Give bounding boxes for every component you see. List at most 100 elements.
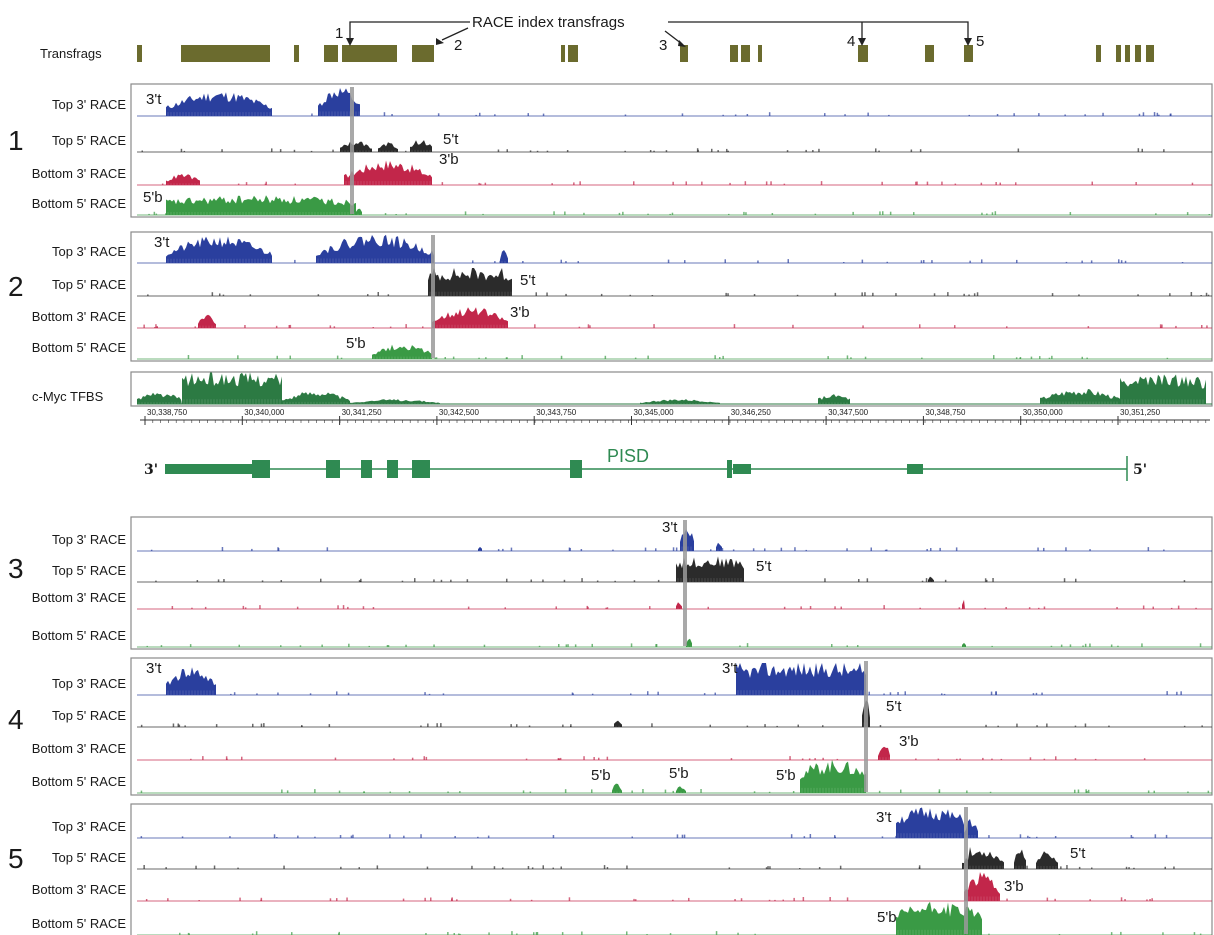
- axis-tick-label: 30,341,250: [342, 408, 383, 417]
- noise-tick: [614, 580, 616, 582]
- noise-tick: [995, 182, 997, 185]
- noise-tick: [376, 865, 379, 869]
- noise-tick: [647, 213, 649, 215]
- noise-tick: [737, 932, 739, 935]
- noise-tick: [631, 790, 633, 793]
- noise-tick: [995, 691, 997, 695]
- noise-tick: [538, 645, 541, 647]
- noise-tick: [744, 181, 747, 185]
- noise-tick: [879, 725, 882, 727]
- noise-tick: [1125, 866, 1128, 869]
- noise-tick: [752, 548, 755, 551]
- noise-tick: [141, 150, 143, 152]
- peak-annotation: 3't: [662, 519, 678, 536]
- noise-tick: [211, 292, 214, 296]
- transfrag-row: [137, 45, 1154, 62]
- noise-tick: [506, 149, 508, 152]
- signal-peak: [166, 667, 216, 695]
- noise-tick: [897, 692, 899, 695]
- noise-tick: [425, 756, 428, 760]
- noise-tick: [994, 211, 997, 215]
- noise-tick: [367, 294, 369, 296]
- noise-tick: [564, 789, 567, 793]
- noise-tick: [1089, 549, 1091, 551]
- noise-tick: [1166, 691, 1168, 695]
- noise-tick: [263, 723, 265, 727]
- noise-tick: [1036, 836, 1038, 838]
- transfrag-pointers: [346, 21, 972, 47]
- noise-tick: [715, 931, 718, 935]
- noise-tick: [793, 897, 795, 901]
- noise-tick: [776, 725, 778, 727]
- noise-tick: [426, 866, 429, 869]
- noise-tick: [1090, 260, 1093, 263]
- track-label-top5: Top 5' RACE: [52, 850, 126, 865]
- signal-peak: [928, 576, 934, 582]
- noise-tick: [1089, 899, 1091, 901]
- noise-tick: [868, 691, 870, 695]
- noise-tick: [642, 789, 644, 793]
- gene-exon: [326, 460, 340, 478]
- noise-tick: [647, 691, 649, 695]
- noise-tick: [230, 693, 232, 695]
- noise-tick: [155, 213, 158, 215]
- noise-tick: [1118, 259, 1120, 263]
- noise-tick: [277, 548, 280, 551]
- noise-tick: [233, 692, 236, 695]
- noise-tick: [870, 547, 872, 551]
- noise-tick: [753, 791, 756, 793]
- noise-tick: [672, 547, 675, 551]
- noise-tick: [634, 357, 637, 359]
- pointer-label-4: 4: [847, 33, 855, 50]
- noise-tick: [1132, 836, 1134, 838]
- noise-tick: [387, 294, 390, 296]
- track-label-bottom5: Bottom 5' RACE: [32, 196, 127, 211]
- noise-tick: [347, 606, 349, 609]
- noise-tick: [165, 867, 167, 869]
- noise-tick: [1069, 212, 1072, 215]
- noise-tick: [1060, 644, 1063, 647]
- noise-tick: [368, 645, 370, 647]
- noise-tick: [933, 293, 936, 296]
- transfrag-block: [858, 45, 868, 62]
- noise-tick: [797, 724, 799, 727]
- noise-tick: [408, 791, 411, 793]
- noise-tick: [600, 293, 603, 296]
- noise-tick: [177, 723, 179, 727]
- arrowhead-2: [436, 38, 444, 45]
- panel-4: Top 3' RACE Top 5' RACE Bottom 3' RACE Bott…: [8, 657, 1213, 796]
- noise-tick: [820, 181, 823, 185]
- noise-tick: [553, 211, 555, 215]
- noise-tick: [875, 148, 877, 152]
- noise-tick: [809, 834, 812, 838]
- signal-peak: [198, 314, 216, 328]
- peak-annotation: 3't: [146, 91, 162, 108]
- noise-tick: [386, 645, 389, 647]
- noise-tick: [276, 355, 278, 359]
- noise-tick: [293, 149, 296, 152]
- noise-tick: [1143, 758, 1146, 760]
- noise-tick: [864, 292, 866, 296]
- noise-tick: [346, 897, 348, 901]
- noise-tick: [630, 643, 633, 647]
- noise-tick: [153, 211, 156, 215]
- noise-tick: [780, 547, 783, 551]
- noise-tick: [221, 149, 223, 152]
- noise-tick: [450, 579, 452, 582]
- noise-tick: [1124, 260, 1127, 263]
- signal-peak: [962, 599, 965, 609]
- noise-tick: [1141, 643, 1143, 647]
- noise-tick: [226, 758, 228, 760]
- noise-tick: [1116, 607, 1118, 609]
- noise-tick: [395, 214, 397, 215]
- noise-tick: [1177, 605, 1180, 609]
- noise-tick: [466, 579, 469, 582]
- noise-tick: [1046, 723, 1048, 727]
- noise-tick: [765, 181, 768, 185]
- noise-tick: [403, 835, 405, 838]
- noise-tick: [425, 933, 427, 935]
- noise-tick: [1141, 148, 1143, 152]
- noise-tick: [1043, 758, 1046, 760]
- noise-tick: [1038, 113, 1040, 116]
- noise-tick: [255, 931, 258, 935]
